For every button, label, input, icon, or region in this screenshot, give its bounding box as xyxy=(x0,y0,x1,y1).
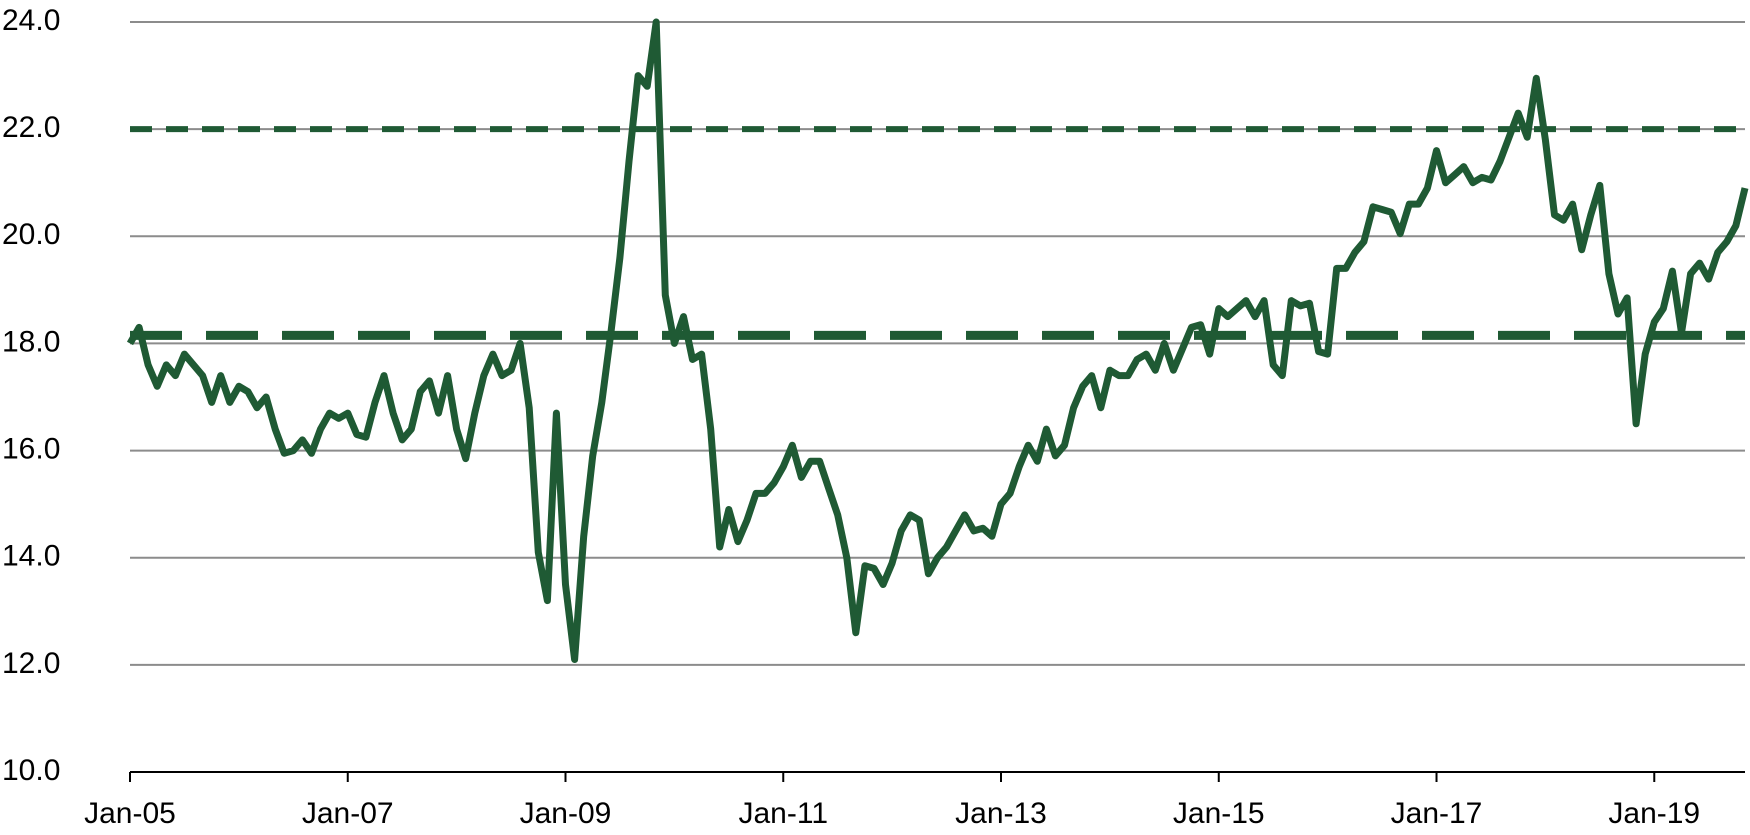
x-tick-label: Jan-17 xyxy=(1391,797,1483,830)
y-tick-label: 24.0 xyxy=(2,4,60,37)
y-tick-label: 10.0 xyxy=(2,754,60,787)
x-tick-label: Jan-11 xyxy=(739,797,829,830)
y-tick-label: 20.0 xyxy=(2,218,60,251)
y-tick-label: 18.0 xyxy=(2,325,60,358)
x-tick-label: Jan-07 xyxy=(302,797,394,830)
y-tick-label: 16.0 xyxy=(2,432,60,465)
x-tick-label: Jan-13 xyxy=(955,797,1047,830)
x-tick-label: Jan-05 xyxy=(84,797,176,830)
x-tick-label: Jan-15 xyxy=(1173,797,1265,830)
y-tick-label: 12.0 xyxy=(2,647,60,680)
x-tick-label: Jan-19 xyxy=(1608,797,1700,830)
y-tick-label: 14.0 xyxy=(2,540,60,573)
x-tick-label: Jan-09 xyxy=(520,797,612,830)
data-line xyxy=(126,18,1749,663)
y-tick-label: 22.0 xyxy=(2,111,60,144)
